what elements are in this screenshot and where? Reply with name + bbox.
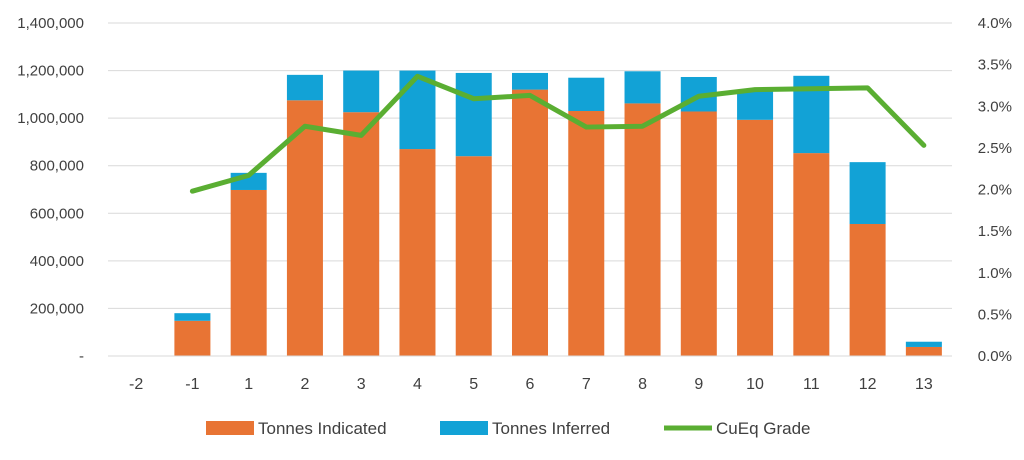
left-tick-label: 1,000,000 xyxy=(17,110,84,127)
x-tick-label: 3 xyxy=(357,376,366,393)
x-tick-label: 4 xyxy=(413,376,422,393)
x-tick-label: 5 xyxy=(469,376,478,393)
bar-tonnes-inferred xyxy=(286,74,323,101)
bar-tonnes-inferred xyxy=(905,341,942,347)
bar-tonnes-indicated xyxy=(455,156,492,356)
line-cueq-grade xyxy=(189,73,927,194)
legend-label: Tonnes Indicated xyxy=(258,419,387,438)
bar-tonnes-indicated xyxy=(737,119,774,356)
bar-tonnes-indicated xyxy=(680,111,717,357)
right-tick-label: 4.0% xyxy=(978,15,1012,32)
right-y-axis: 0.0% 0.5% 1.0% 1.5% 2.0% 2.5% 3.0% 3.5% 4.0% xyxy=(978,15,1012,365)
x-tick-label: 8 xyxy=(638,376,647,393)
legend-label: CuEq Grade xyxy=(716,419,811,438)
x-tick-label: 10 xyxy=(746,376,764,393)
bar-tonnes-indicated xyxy=(624,103,661,356)
bar-tonnes-indicated xyxy=(849,223,886,356)
right-tick-label: 1.0% xyxy=(978,265,1012,282)
bar-tonnes-indicated xyxy=(568,111,605,356)
x-tick-label: 12 xyxy=(859,376,877,393)
bar-tonnes-inferred xyxy=(343,70,380,113)
bar-tonnes-indicated xyxy=(174,320,211,356)
x-tick-label: 1 xyxy=(244,376,253,393)
bar-tonnes-indicated xyxy=(793,153,830,356)
x-tick-label: -2 xyxy=(129,376,143,393)
right-tick-label: 0.5% xyxy=(978,306,1012,323)
x-tick-label: 9 xyxy=(694,376,703,393)
bar-tonnes-indicated xyxy=(399,149,436,356)
right-tick-label: 1.5% xyxy=(978,223,1012,240)
x-tick-label: 7 xyxy=(582,376,591,393)
bar-tonnes-inferred xyxy=(174,313,211,321)
legend-item-tonnes-inferred: Tonnes Inferred xyxy=(440,419,610,438)
left-tick-label: 600,000 xyxy=(30,205,84,222)
bar-tonnes-indicated xyxy=(511,89,549,356)
bar-tonnes-indicated xyxy=(230,189,267,356)
bar-tonnes-inferred xyxy=(737,89,774,120)
right-tick-label: 0.0% xyxy=(978,348,1012,365)
bar-tonnes-inferred xyxy=(511,72,549,90)
x-tick-label: -1 xyxy=(185,376,199,393)
grade-line-series xyxy=(189,73,927,194)
legend-item-cueq-grade: CuEq Grade xyxy=(664,419,811,438)
left-tick-label: 800,000 xyxy=(30,158,84,175)
right-tick-label: 3.0% xyxy=(978,98,1012,115)
bar-tonnes-indicated xyxy=(286,100,323,356)
right-tick-label: 2.5% xyxy=(978,140,1012,157)
legend: Tonnes Indicated Tonnes Inferred CuEq Grad… xyxy=(206,419,811,438)
bar-tonnes-inferred xyxy=(624,71,661,104)
right-tick-label: 2.0% xyxy=(978,182,1012,199)
x-tick-label: 11 xyxy=(803,376,820,393)
x-tick-label: 2 xyxy=(300,376,309,393)
legend-label: Tonnes Inferred xyxy=(492,419,610,438)
x-tick-label: 6 xyxy=(526,376,535,393)
left-tick-label: 1,400,000 xyxy=(17,15,84,32)
bar-tonnes-indicated xyxy=(905,346,942,356)
legend-swatch xyxy=(440,421,488,435)
bar-tonnes-inferred xyxy=(455,72,492,157)
right-tick-label: 3.5% xyxy=(978,57,1012,74)
legend-item-tonnes-indicated: Tonnes Indicated xyxy=(206,419,387,438)
bar-series xyxy=(174,70,942,357)
legend-swatch xyxy=(206,421,254,435)
left-y-axis: - 200,000 400,000 600,000 800,000 1,000,000 1,… xyxy=(17,15,84,365)
left-tick-label: 1,200,000 xyxy=(17,63,84,80)
x-tick-label: 13 xyxy=(915,376,933,393)
bar-tonnes-indicated xyxy=(343,112,380,356)
left-tick-label: - xyxy=(79,348,84,365)
left-tick-label: 200,000 xyxy=(30,300,84,317)
left-tick-label: 400,000 xyxy=(30,253,84,270)
x-axis: -2 -1 1 2 3 4 5 6 7 8 9 10 11 12 13 xyxy=(129,376,933,393)
bar-tonnes-inferred xyxy=(568,77,605,112)
bar-tonnes-inferred xyxy=(849,162,886,224)
